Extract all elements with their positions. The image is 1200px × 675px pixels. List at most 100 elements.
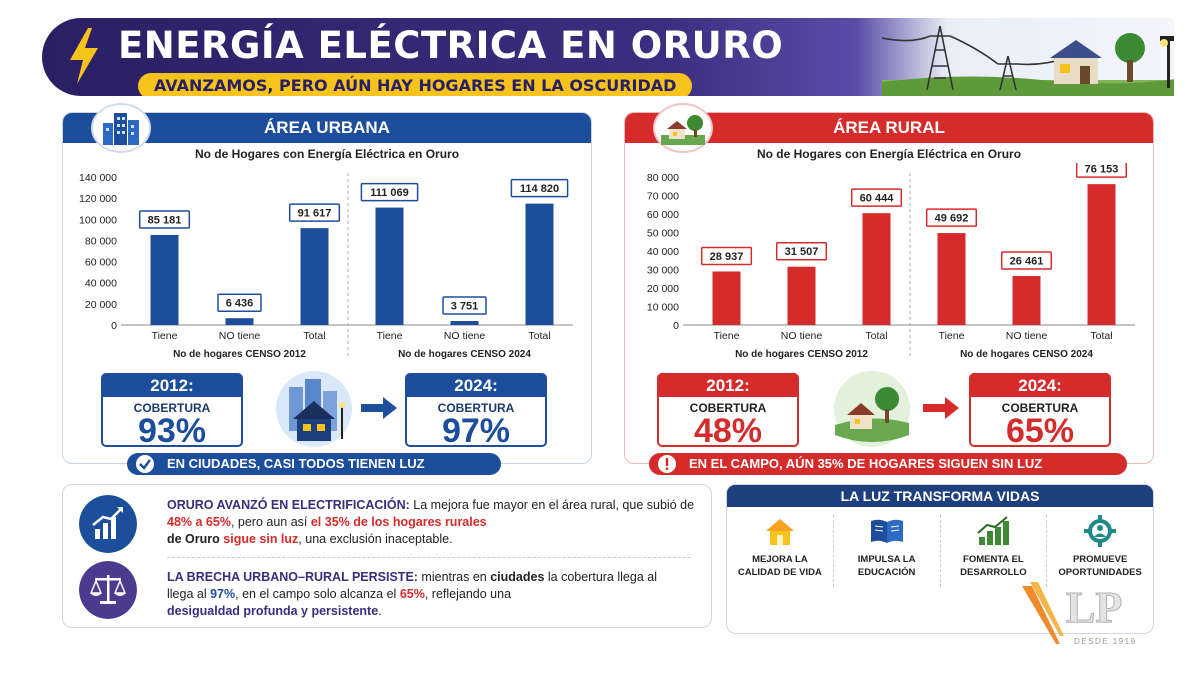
rural-data-label: 31 507	[785, 246, 819, 258]
rural-bar	[1012, 276, 1041, 325]
rural-coverage-2024-percent: 65%	[1005, 412, 1075, 450]
urban-bar-chart: 0 20 000 40 000 60 000 80 000 100 000 120 000 1…	[79, 172, 573, 360]
urban-x-tick-label: Tiene	[152, 330, 178, 342]
analysis-gap-heading: LA BRECHA URBANO–RURAL PERSISTE:	[167, 570, 418, 584]
rural-bar	[862, 213, 891, 325]
urban-coverage-2024-year: 2024:	[407, 375, 545, 397]
analysis-text-part: .	[378, 604, 382, 618]
rural-x-tick-label: Total	[1090, 330, 1112, 342]
rural-coverage-2024-label: COBERTURA	[1001, 401, 1079, 415]
rural-bar-chart: 0 10 000 20 000 30 000 40 000 50 000 60 000 70 …	[647, 163, 1135, 360]
urban-y-tick-label: 0	[111, 320, 117, 332]
svg-text:DESDE 1919: DESDE 1919	[1074, 637, 1137, 646]
urban-summary-bar: EN CIUDADES, CASI TODOS TIENEN LUZ	[127, 453, 501, 475]
right-arrow-icon	[923, 397, 959, 419]
rural-group-label: No de hogares CENSO 2012	[735, 349, 868, 360]
analysis-text-part: la cobertura llega al	[544, 570, 657, 584]
rural-house-icon	[653, 103, 713, 153]
urban-data-label: 114 820	[520, 183, 559, 195]
rural-group-label: No de hogares CENSO 2024	[960, 349, 1093, 360]
right-arrow-icon	[361, 397, 397, 419]
balance-scale-icon	[79, 561, 137, 619]
rural-x-tick-label: Total	[865, 330, 887, 342]
urban-x-tick-label: Total	[303, 330, 325, 342]
house-icon	[765, 519, 794, 545]
rural-x-tick-label: Tiene	[939, 330, 965, 342]
rural-summary-bar: EN EL CAMPO, AÚN 35% DE HOGARES SIGUEN S…	[649, 453, 1127, 475]
rural-y-tick-label: 40 000	[647, 246, 679, 258]
farm-house-illustration	[834, 371, 910, 447]
urban-y-tick-label: 60 000	[85, 257, 117, 269]
urban-coverage-2024-percent: 97%	[441, 412, 511, 450]
analysis-electrification-text: ORURO AVANZÓ EN ELECTRIFICACIÓN: La mejo…	[167, 497, 697, 548]
header-banner: ENERGÍA ELÉCTRICA EN ORURO AVANZAMOS, PE…	[42, 18, 1174, 96]
warning-icon	[658, 455, 676, 473]
urban-panel: ÁREA URBANA No de Hogares con Energía El…	[62, 103, 592, 475]
analysis-highlight: ciudades	[490, 570, 545, 584]
rural-bar	[787, 266, 816, 325]
transform-item: PROMUEVE OPORTUNIDADES	[1046, 515, 1153, 587]
analysis-highlight: sigue sin luz	[223, 532, 299, 546]
rural-bar	[712, 271, 741, 325]
rural-data-label: 60 444	[860, 193, 895, 205]
newspaper-logo: LP DESDE 1919	[1022, 582, 1137, 646]
analysis-text-part: , reflejando una	[424, 587, 512, 601]
analysis-gap-text: LA BRECHA URBANO–RURAL PERSISTE: mientra…	[167, 570, 657, 618]
rural-data-label: 26 461	[1010, 256, 1044, 268]
rural-data-label-box	[1075, 163, 1128, 178]
urban-chart-title: No de Hogares con Energía Eléctrica en O…	[194, 147, 460, 161]
urban-bar	[375, 207, 404, 325]
rural-y-tick-label: 0	[673, 320, 679, 332]
urban-y-tick-label: 20 000	[85, 299, 117, 311]
urban-summary-text: EN CIUDADES, CASI TODOS TIENEN LUZ	[167, 456, 425, 471]
checkmark-icon	[136, 455, 154, 473]
rural-y-tick-label: 60 000	[647, 209, 679, 221]
urban-data-label: 85 181	[148, 214, 182, 226]
urban-coverage-2012-percent: 93%	[137, 412, 207, 450]
analysis-highlight: desigualdad profunda y persistente	[167, 604, 379, 618]
rural-data-label: 28 937	[710, 251, 744, 263]
urban-group-label: No de hogares CENSO 2024	[398, 349, 531, 360]
rural-x-tick-label: Tiene	[714, 330, 740, 342]
urban-coverage-2012-label: COBERTURA	[133, 401, 211, 415]
urban-y-tick-label: 80 000	[85, 235, 117, 247]
transform-item-label: IMPULSA LA EDUCACIÓN	[857, 554, 916, 578]
analysis-text-part: La mejora fue mayor en el área rural, qu…	[409, 498, 695, 512]
rural-x-tick-label: NO tiene	[1006, 330, 1048, 342]
analysis-highlight: 97%	[210, 587, 236, 601]
divider	[167, 557, 691, 558]
analysis-text-part: , en el campo solo alcanza el	[235, 587, 400, 601]
urban-x-tick-label: Tiene	[377, 330, 403, 342]
urban-x-tick-label: NO tiene	[444, 330, 486, 342]
transform-item-label: FOMENTA EL DESARROLLO	[960, 554, 1027, 578]
page-title: ENERGÍA ELÉCTRICA EN ORURO	[118, 24, 784, 67]
urban-x-tick-label: Total	[528, 330, 550, 342]
rural-summary-text: EN EL CAMPO, AÚN 35% DE HOGARES SIGUEN S…	[689, 456, 1043, 471]
urban-data-label: 3 751	[451, 301, 479, 313]
growth-chart-icon	[79, 495, 137, 553]
rural-data-label-box	[1000, 251, 1053, 270]
transform-item: FOMENTA EL DESARROLLO	[939, 515, 1047, 587]
lightning-bolt-icon	[70, 28, 98, 84]
urban-y-tick-label: 40 000	[85, 278, 117, 290]
transform-item: IMPULSA LA EDUCACIÓN	[832, 515, 940, 587]
urban-panel-title: ÁREA URBANA	[63, 113, 591, 143]
rural-data-label-box	[850, 188, 903, 207]
page-subtitle: AVANZAMOS, PERO AÚN HAY HOGARES EN LA OS…	[138, 73, 693, 96]
urban-y-tick-label: 100 000	[79, 214, 117, 226]
urban-data-label-box	[442, 296, 487, 315]
urban-data-label: 91 617	[298, 208, 332, 220]
analysis-electrification: ORURO AVANZÓ EN ELECTRIFICACIÓN: La mejo…	[63, 491, 711, 557]
urban-y-tick-label: 120 000	[79, 193, 117, 205]
analysis-highlight: 48% a 65%	[167, 515, 231, 529]
analysis-highlight: el 35% de los hogares rurales	[310, 515, 487, 529]
book-icon	[870, 519, 903, 543]
rural-data-label: 76 153	[1085, 164, 1119, 176]
urban-data-label-box	[360, 182, 419, 202]
analysis-highlight: de Oruro	[167, 532, 220, 546]
rural-bar	[1087, 184, 1116, 325]
transform-item-label: MEJORA LA CALIDAD DE VIDA	[737, 554, 822, 578]
rural-data-label: 49 692	[935, 213, 969, 225]
city-buildings-icon	[91, 103, 151, 153]
